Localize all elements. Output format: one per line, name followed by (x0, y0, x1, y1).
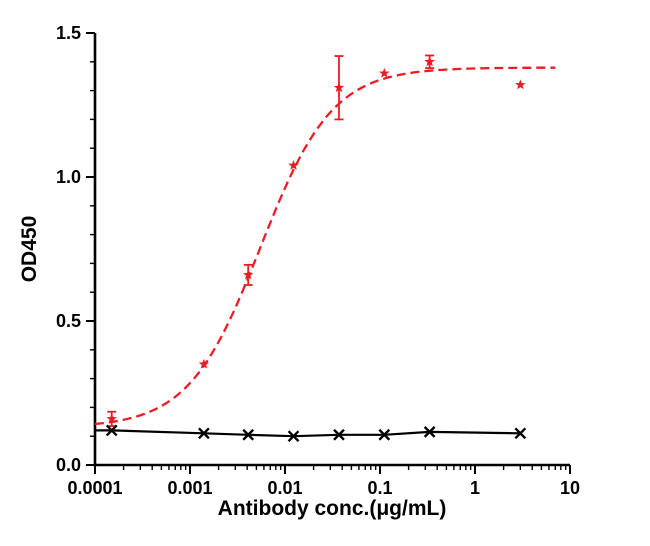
star-marker (379, 67, 390, 78)
y-tick-label: 1.0 (56, 167, 81, 187)
x-axis-title: Antibody conc.(μg/mL) (217, 497, 447, 520)
star-marker (424, 56, 435, 67)
x-marker (514, 427, 527, 440)
star-marker (288, 159, 299, 170)
y-tick-label: 0.5 (56, 311, 81, 331)
star-marker (198, 358, 210, 369)
x-tick-label: 1 (470, 478, 480, 498)
x-tick-label: 0.0001 (67, 478, 122, 498)
x-marker (378, 428, 391, 441)
star-marker (333, 82, 345, 93)
star-marker (515, 79, 526, 90)
x-marker (198, 427, 210, 440)
x-tick-label: 0.1 (367, 478, 392, 498)
fit-curve (94, 66, 556, 426)
y-tick-label: 0.0 (56, 455, 81, 475)
y-axis-title: OD450 (18, 215, 41, 283)
x-marker (105, 424, 118, 437)
x-marker (242, 428, 255, 441)
x-marker (287, 430, 300, 443)
star-marker (106, 413, 117, 424)
x-tick-label: 0.01 (267, 478, 302, 498)
series-line (95, 429, 521, 438)
x-tick-label: 0.001 (167, 478, 212, 498)
y-tick-label: 1.5 (56, 23, 81, 43)
x-marker (333, 428, 345, 441)
star-marker (242, 269, 254, 280)
x-marker (423, 426, 436, 438)
x-tick-label: 10 (560, 478, 580, 498)
